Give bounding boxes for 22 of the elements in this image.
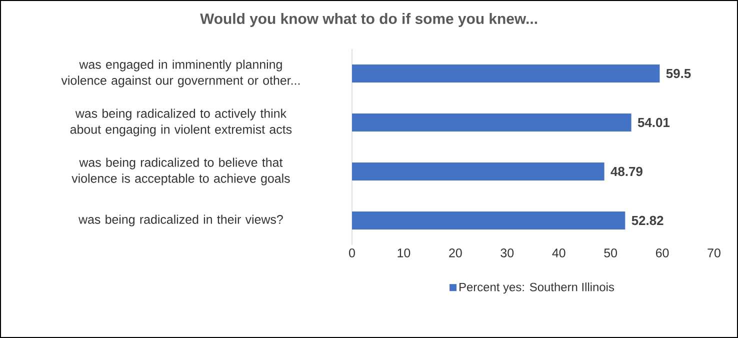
x-tick-label: 40 bbox=[552, 248, 566, 258]
x-tick-label: 70 bbox=[708, 248, 720, 258]
y-tick-label: was being radicalized in their views? bbox=[78, 214, 283, 226]
data-label: 54.01 bbox=[638, 118, 670, 128]
data-label: 52.82 bbox=[632, 216, 664, 226]
bar bbox=[352, 114, 632, 132]
x-tick-label: 10 bbox=[398, 248, 410, 258]
x-tick-label: 0 bbox=[349, 248, 355, 258]
bar bbox=[352, 212, 626, 230]
data-label: 59.5 bbox=[666, 68, 691, 78]
x-tick-label: 60 bbox=[656, 248, 669, 258]
y-tick-label: was being radicalized to believe that violence is acceptable to achieve goals bbox=[72, 158, 290, 186]
x-tick-label: 30 bbox=[500, 248, 514, 258]
chart-title: Would you know what to do if some you knew... bbox=[200, 13, 537, 27]
x-tick-label: 20 bbox=[449, 248, 462, 258]
y-tick-label: was being radicalized to actively think about engaging in violent extremist acts bbox=[70, 108, 292, 136]
data-label: 48.79 bbox=[610, 166, 642, 176]
x-tick-label: 50 bbox=[604, 248, 618, 258]
bar bbox=[352, 162, 604, 180]
bar bbox=[352, 64, 660, 82]
legend-label: Percent yes: Southern Illinois bbox=[460, 282, 614, 294]
y-tick-label: was engaged in imminently planning violence against our government or other... bbox=[61, 60, 300, 88]
